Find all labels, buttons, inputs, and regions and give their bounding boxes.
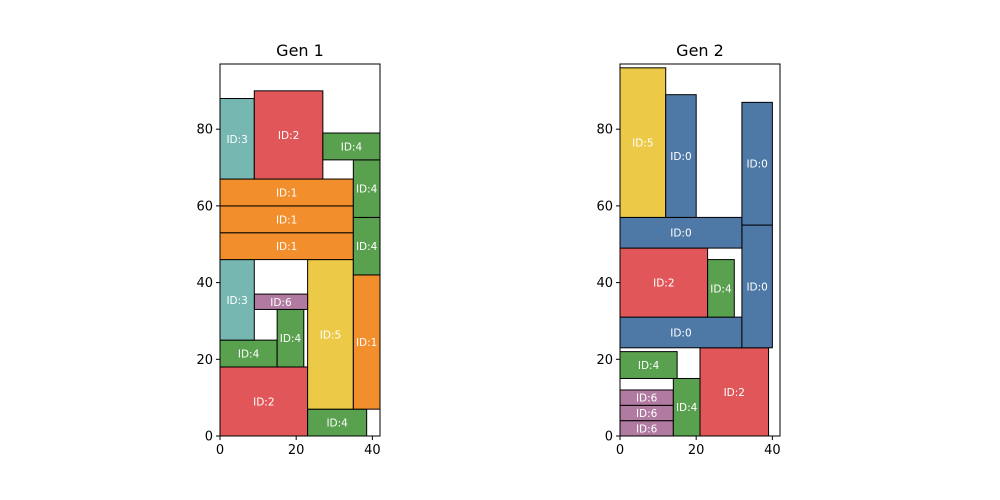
panel-title: Gen 2 <box>676 41 724 60</box>
y-tick-label: 40 <box>596 276 613 291</box>
packed-rect <box>219 259 255 341</box>
rect-label: ID:2 <box>724 387 745 399</box>
panel-title: Gen 1 <box>276 41 324 60</box>
rect-label: ID:6 <box>270 297 292 309</box>
y-tick-label: 80 <box>196 123 213 138</box>
packed-rect <box>253 90 324 180</box>
rect-label: ID:4 <box>238 349 260 361</box>
rect-label: ID:0 <box>670 327 691 339</box>
rect-label: ID:2 <box>653 278 674 290</box>
x-tick-label: 40 <box>364 443 381 458</box>
rect-label: ID:4 <box>356 184 378 196</box>
packed-rect <box>219 366 309 437</box>
rect-label: ID:0 <box>670 151 691 163</box>
rect-label: ID:4 <box>326 418 348 430</box>
y-tick-label: 60 <box>596 199 613 214</box>
y-tick-label: 20 <box>196 353 213 368</box>
packed-rect <box>619 247 709 318</box>
packed-rect <box>352 216 381 276</box>
packed-rect <box>276 308 305 368</box>
panel-gen-1: Gen 1 ID:2 ID:4 ID:5 ID:1 ID:4 ID:4 ID:6 ID:3 ID… <box>196 41 380 458</box>
rect-label: ID:4 <box>638 360 660 372</box>
y-tick-label: 60 <box>196 199 213 214</box>
rect-label: ID:6 <box>636 408 658 420</box>
rect-label: ID:1 <box>276 241 297 253</box>
panel-gen-2: Gen 2 ID:6 ID:6 ID:6 ID:4 ID:2 ID:4 ID:0 ID:0 ID… <box>596 41 780 458</box>
x-tick-label: 20 <box>688 443 705 458</box>
axis-frame <box>219 63 381 437</box>
packed-rect <box>741 224 773 349</box>
x-tick-label: 0 <box>616 443 624 458</box>
rect-label: ID:0 <box>670 228 691 240</box>
packed-rect <box>307 408 368 437</box>
rect-label: ID:0 <box>746 159 767 171</box>
axis-frame <box>619 63 781 437</box>
rect-label: ID:4 <box>280 333 302 345</box>
rect-label: ID:2 <box>278 130 299 142</box>
rect-label: ID:6 <box>636 393 658 405</box>
x-tick-label: 40 <box>764 443 781 458</box>
packed-rect <box>322 132 381 161</box>
packed-rect <box>665 94 697 218</box>
y-tick-label: 0 <box>205 430 213 445</box>
x-tick-label: 20 <box>288 443 305 458</box>
y-tick-label: 40 <box>196 276 213 291</box>
x-tick-label: 0 <box>216 443 224 458</box>
packed-rect <box>707 259 735 318</box>
packed-rect <box>352 159 381 218</box>
rect-label: ID:1 <box>276 187 297 199</box>
rect-label: ID:1 <box>276 214 297 226</box>
rect-label: ID:0 <box>746 281 767 293</box>
rect-label: ID:3 <box>226 295 247 307</box>
y-tick-label: 80 <box>596 123 613 138</box>
rect-label: ID:2 <box>253 396 274 408</box>
y-tick-label: 20 <box>596 353 613 368</box>
rect-label: ID:5 <box>320 329 341 341</box>
rect-label: ID:6 <box>636 423 658 435</box>
rect-label: ID:4 <box>676 402 698 414</box>
packed-rect <box>619 216 743 249</box>
rect-label: ID:1 <box>356 337 377 349</box>
rect-label: ID:4 <box>356 241 378 253</box>
rect-label: ID:3 <box>226 134 247 146</box>
packed-rect <box>219 339 278 368</box>
rect-label: ID:4 <box>710 283 732 295</box>
rect-label: ID:4 <box>341 141 363 153</box>
packed-rect <box>741 101 773 226</box>
y-tick-label: 0 <box>605 430 613 445</box>
packed-rect <box>619 67 667 218</box>
rect-label: ID:5 <box>632 138 653 150</box>
